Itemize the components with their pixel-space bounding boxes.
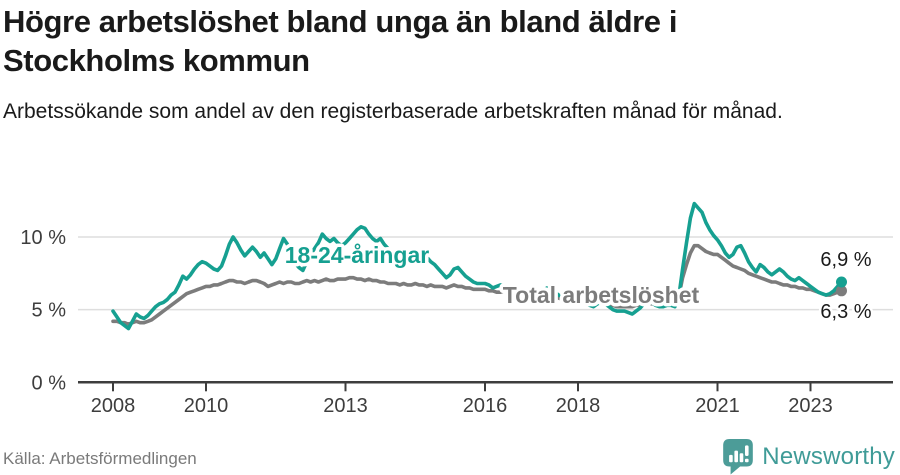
end-dot-total [836, 285, 847, 297]
series-label-youth: 18-24-åringar [285, 242, 430, 268]
x-axis-label-2008: 2008 [91, 395, 136, 417]
chart-axes: 0 % 5 % 10 % 2008 2010 2013 2016 2018 2021 2023 [20, 227, 893, 417]
y-axis-label-0: 0 % [32, 372, 67, 394]
x-axis-label-2010: 2010 [184, 395, 229, 417]
newsworthy-logo-text: Newsworthy [762, 443, 895, 470]
chart-gridlines [78, 236, 893, 311]
page-title: Högre arbetslöshet bland unga än bland ä… [3, 4, 678, 79]
x-axis-label-2016: 2016 [463, 395, 508, 417]
source-note: Källa: Arbetsförmedlingen [3, 449, 197, 468]
series-line-total [111, 243, 844, 327]
series-line-youth [111, 201, 844, 331]
x-axis-label-2013: 2013 [323, 395, 368, 417]
y-axis-label-5: 5 % [32, 300, 67, 322]
x-axis-label-2023: 2023 [788, 395, 833, 417]
x-axis-label-2018: 2018 [556, 395, 601, 417]
newsworthy-logo: Newsworthy [723, 439, 895, 475]
series-label-total: Total arbetslöshet [503, 282, 700, 308]
y-axis-label-10: 10 % [20, 227, 66, 249]
end-dot-youth [836, 276, 847, 288]
x-axis-label-2021: 2021 [695, 395, 740, 417]
page-subtitle: Arbetssökande som andel av den registerb… [3, 100, 783, 123]
end-value-label-total: 6,3 % [820, 301, 871, 323]
end-value-label-youth: 6,9 % [820, 249, 871, 271]
bar-chart-bubble-icon [723, 439, 754, 475]
